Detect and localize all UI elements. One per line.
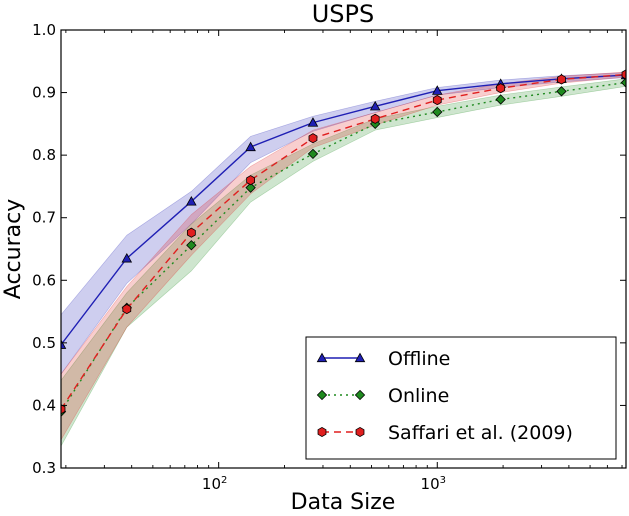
marker-saffari-et-al-2009 (308, 133, 318, 144)
line-offline (61, 74, 626, 346)
legend-label-offline: Offline (388, 348, 450, 370)
y-axis-label: Accuracy (1, 199, 26, 299)
legend-marker-online (354, 389, 366, 401)
marker-saffari-et-al-2009 (186, 227, 196, 238)
marker-online (307, 148, 319, 160)
marker-saffari-et-al-2009 (496, 83, 506, 94)
marker-saffari-et-al-2009 (621, 69, 626, 80)
marker-offline (61, 339, 67, 349)
series-lines (61, 73, 626, 413)
legend-label-saffari-et-al-2009: Saffari et al. (2009) (388, 422, 573, 444)
marker-offline (245, 141, 256, 152)
y-tick-label: 0.4 (32, 396, 56, 414)
plot-frame (60, 29, 627, 469)
marker-saffari-et-al-2009 (246, 175, 255, 186)
y-tick-label: 0.5 (32, 334, 56, 352)
legend-label-online: Online (388, 385, 449, 407)
band-offline (61, 72, 626, 375)
axes (60, 29, 627, 469)
marker-online (245, 182, 256, 193)
legend-marker-online (316, 389, 328, 401)
y-tick-label: 0.6 (32, 271, 56, 289)
marker-offline (121, 252, 133, 263)
chart-title: USPS (312, 0, 375, 28)
confidence-bands (61, 71, 626, 447)
marker-online (495, 94, 506, 105)
marker-saffari-et-al-2009 (432, 95, 442, 106)
band-online (61, 78, 626, 447)
marker-online (186, 240, 197, 251)
marker-saffari-et-al-2009 (557, 74, 566, 85)
marker-online (620, 77, 626, 88)
marker-online (432, 106, 443, 118)
legend-marker-offline (354, 352, 366, 363)
marker-offline (307, 117, 319, 127)
band-saffari-et-al-2009 (61, 71, 626, 441)
legend-marker-saffari-et-al-2009 (355, 426, 365, 438)
y-tick-label: 0.7 (32, 209, 56, 227)
line-saffari-et-al-2009 (61, 73, 626, 410)
marker-saffari-et-al-2009 (370, 113, 380, 124)
legend-marker-saffari-et-al-2009 (317, 426, 327, 438)
x-tick-label: 102 (202, 475, 227, 493)
y-tick-label: 0.3 (32, 459, 56, 477)
y-tick-label: 0.8 (32, 146, 56, 164)
legend-marker-offline (316, 352, 328, 363)
marker-offline (369, 100, 381, 111)
legend: Offline Online Saffari et al. (2009) (305, 336, 617, 460)
x-axis-label: Data Size (291, 490, 396, 515)
x-tick-label: 103 (421, 475, 446, 493)
y-tick-label: 1.0 (32, 21, 56, 39)
marker-offline (186, 196, 197, 206)
marker-saffari-et-al-2009 (122, 304, 132, 315)
series-markers (61, 69, 626, 417)
marker-offline (431, 85, 443, 95)
y-tick-label: 0.9 (32, 84, 56, 102)
marker-online (556, 86, 567, 97)
marker-saffari-et-al-2009 (61, 404, 66, 415)
